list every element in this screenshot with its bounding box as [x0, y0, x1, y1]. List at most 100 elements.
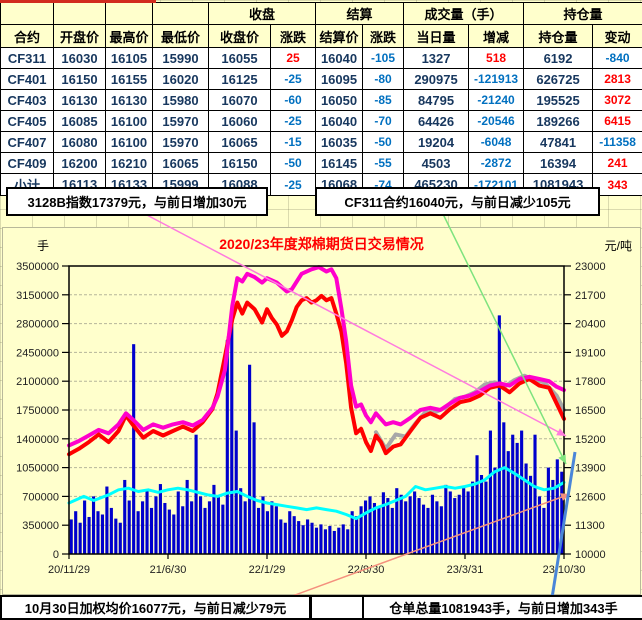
note-cf311: CF311合约16040元，与前日减少105元 — [315, 187, 600, 216]
volume-bar — [163, 503, 166, 554]
volume-bar — [440, 506, 443, 554]
volume-bar — [391, 508, 394, 554]
cell-close_chg: 25 — [271, 48, 316, 69]
note-index-3128b-text: 3128B指数17379元，与前日增加30元 — [28, 192, 247, 211]
cell-high: 16155 — [106, 69, 153, 90]
volume-bar — [181, 506, 184, 554]
cell-low: 15970 — [153, 132, 209, 153]
volume-bar — [119, 523, 122, 554]
x-tick-label: 23/3/31 — [447, 564, 484, 576]
volume-bar — [404, 501, 407, 554]
volume-bar — [328, 526, 331, 554]
volume-bar — [315, 528, 318, 554]
left-tick-label: 1400000 — [16, 434, 59, 446]
cell-settle: 16145 — [316, 153, 363, 174]
volume-bar — [137, 511, 140, 554]
volume-bar — [435, 501, 438, 554]
volume-bar — [270, 501, 273, 554]
cell-contract: CF407 — [1, 132, 54, 153]
volume-bar — [154, 496, 157, 554]
column-header: 结算价 — [316, 25, 363, 48]
volume-bar — [525, 463, 528, 554]
cell-close: 16125 — [209, 69, 271, 90]
cell-close: 16070 — [209, 90, 271, 111]
cell-contract: CF403 — [1, 90, 54, 111]
cell-volume: 64426 — [404, 111, 469, 132]
volume-bar — [128, 501, 131, 554]
volume-bar — [337, 528, 340, 554]
column-header: 涨跌 — [271, 25, 316, 48]
cell-settle_chg: -70 — [363, 111, 404, 132]
cell-open: 16030 — [54, 48, 106, 69]
cell-settle: 16095 — [316, 69, 363, 90]
cell-oi: 195525 — [524, 90, 593, 111]
cell-close: 16055 — [209, 48, 271, 69]
column-header: 收盘价 — [209, 25, 271, 48]
volume-bar — [480, 475, 483, 554]
volume-bar — [293, 516, 296, 554]
column-header: 开盘价 — [54, 25, 106, 48]
volume-bar — [342, 524, 345, 554]
volume-bar — [453, 498, 456, 554]
volume-bar — [529, 476, 532, 554]
futures-quote-table-wrap: 收盘结算成交量（手）持仓量合约开盘价最高价最低价收盘价涨跌结算价涨跌当日量增减持… — [0, 2, 642, 196]
column-header: 增减 — [469, 25, 524, 48]
cell-settle: 16050 — [316, 90, 363, 111]
volume-bar — [538, 496, 541, 554]
left-tick-label: 0 — [53, 549, 59, 561]
cell-volume: 84795 — [404, 90, 469, 111]
right-tick-label: 13900 — [575, 463, 606, 475]
column-header: 合约 — [1, 25, 54, 48]
cell-oi_chg: 6415 — [593, 111, 642, 132]
note-index-3128b: 3128B指数17379元，与前日增加30元 — [6, 187, 268, 216]
cell-volume: 4503 — [404, 153, 469, 174]
cell-oi_chg: 3072 — [593, 90, 642, 111]
cell-settle: 16040 — [316, 111, 363, 132]
right-tick-label: 20400 — [575, 319, 606, 331]
cell-close_chg: -25 — [271, 69, 316, 90]
volume-bar — [159, 484, 162, 554]
volume-bar — [489, 431, 492, 554]
note-warehouse-receipts: 仓单总量1081943手，与前日增加343手 — [362, 595, 642, 620]
right-tick-label: 23000 — [575, 261, 606, 273]
volume-bar — [426, 508, 429, 554]
cell-vol_chg: -6048 — [469, 132, 524, 153]
cell-oi: 189266 — [524, 111, 593, 132]
volume-bar — [132, 344, 135, 554]
cell-open: 16200 — [54, 153, 106, 174]
cell-settle_chg: -105 — [363, 48, 404, 69]
cell-open: 16130 — [54, 90, 106, 111]
volume-bar — [319, 524, 322, 554]
x-tick-label: 20/11/29 — [48, 564, 90, 576]
volume-bar — [368, 496, 371, 554]
cell-settle_chg: -80 — [363, 69, 404, 90]
volume-bar — [275, 506, 278, 554]
volume-bar — [244, 501, 247, 554]
volume-bar — [516, 443, 519, 554]
sheet-top-red-marker — [0, 0, 156, 3]
cell-close_chg: -50 — [271, 153, 316, 174]
volume-bar — [533, 435, 536, 554]
cell-oi: 47841 — [524, 132, 593, 153]
right-tick-label: 16500 — [575, 405, 606, 417]
column-header: 当日量 — [404, 25, 469, 48]
volume-bar — [145, 490, 148, 554]
volume-bar — [382, 492, 385, 554]
left-tick-label: 2800000 — [16, 319, 59, 331]
x-tick-label: 22/8/30 — [348, 564, 385, 576]
column-header: 最高价 — [106, 25, 153, 48]
left-tick-label: 700000 — [22, 491, 59, 503]
volume-bar — [190, 501, 193, 554]
volume-bar — [475, 455, 478, 554]
volume-bar — [498, 315, 501, 554]
cell-settle: 16035 — [316, 132, 363, 153]
volume-bar — [172, 515, 175, 555]
volume-bar — [547, 468, 550, 554]
cell-close_chg: -60 — [271, 90, 316, 111]
cell-high: 16210 — [106, 153, 153, 174]
volume-bar — [306, 519, 309, 554]
volume-bar — [302, 525, 305, 554]
volume-bar — [141, 501, 144, 554]
